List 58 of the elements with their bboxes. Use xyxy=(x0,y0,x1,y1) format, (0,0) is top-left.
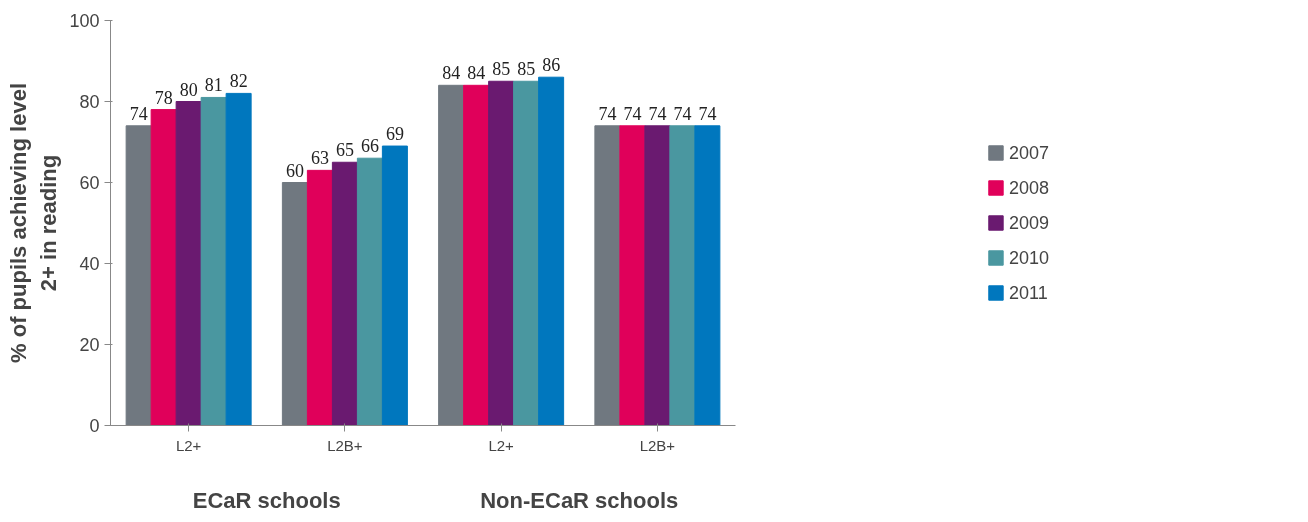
data-label: 63 xyxy=(310,148,329,169)
data-label: 78 xyxy=(154,87,173,108)
text: Non-ECaR schools xyxy=(480,487,679,513)
data-label: 84 xyxy=(442,63,461,84)
y-tick-label: 0 xyxy=(89,416,100,436)
data-label: 74 xyxy=(673,103,692,124)
data-label: 86 xyxy=(542,55,561,76)
bar xyxy=(281,182,308,426)
y-axis-title: % of pupils achieving level 2+ in reading xyxy=(6,83,62,363)
bar xyxy=(150,109,177,426)
x-tick-label: L2B+ xyxy=(327,436,363,454)
data-label: 65 xyxy=(335,140,354,161)
data-label: 66 xyxy=(360,136,379,157)
y-tick-label: 80 xyxy=(79,92,100,112)
legend-label: 2008 xyxy=(1008,177,1050,198)
legend-label: 2010 xyxy=(1008,247,1050,268)
bar xyxy=(644,125,671,426)
data-label: 74 xyxy=(698,103,717,124)
bar xyxy=(594,125,621,426)
data-label: 74 xyxy=(129,103,148,124)
bar xyxy=(513,80,540,426)
bar xyxy=(356,157,383,426)
x-tick-label: L2+ xyxy=(175,436,202,454)
bar xyxy=(488,80,515,426)
bar xyxy=(463,84,490,426)
bar xyxy=(381,145,408,426)
legend-label: 2011 xyxy=(1008,282,1048,303)
data-label: 84 xyxy=(467,63,486,84)
bar xyxy=(225,92,252,426)
data-label: 69 xyxy=(385,124,404,145)
y-tick-label: 100 xyxy=(69,11,100,31)
data-label: 74 xyxy=(623,103,642,124)
x-tick-label: L2B+ xyxy=(639,436,676,454)
y-tick-label: 20 xyxy=(79,335,100,355)
bar xyxy=(125,125,152,426)
bar xyxy=(175,101,202,426)
legend-label: 2007 xyxy=(1008,142,1050,163)
data-label: 74 xyxy=(648,103,667,124)
data-label: 74 xyxy=(598,103,617,124)
bar xyxy=(306,169,333,426)
bar xyxy=(200,96,227,426)
y-tick-label: 60 xyxy=(79,173,100,193)
data-label: 85 xyxy=(517,59,536,80)
data-label: 85 xyxy=(492,59,511,80)
bar xyxy=(619,125,646,426)
text: ECaR schools xyxy=(192,487,341,513)
bar xyxy=(669,125,696,426)
x-tick-label: L2+ xyxy=(488,436,515,454)
legend-label: 2009 xyxy=(1008,212,1050,233)
bar xyxy=(694,125,721,426)
data-label: 80 xyxy=(179,79,198,100)
y-tick-label: 40 xyxy=(79,254,100,274)
data-label: 81 xyxy=(204,75,223,96)
bar xyxy=(438,84,465,426)
bar xyxy=(331,161,358,426)
bar xyxy=(538,76,565,426)
data-label: 60 xyxy=(285,160,304,181)
data-label: 82 xyxy=(229,71,248,92)
